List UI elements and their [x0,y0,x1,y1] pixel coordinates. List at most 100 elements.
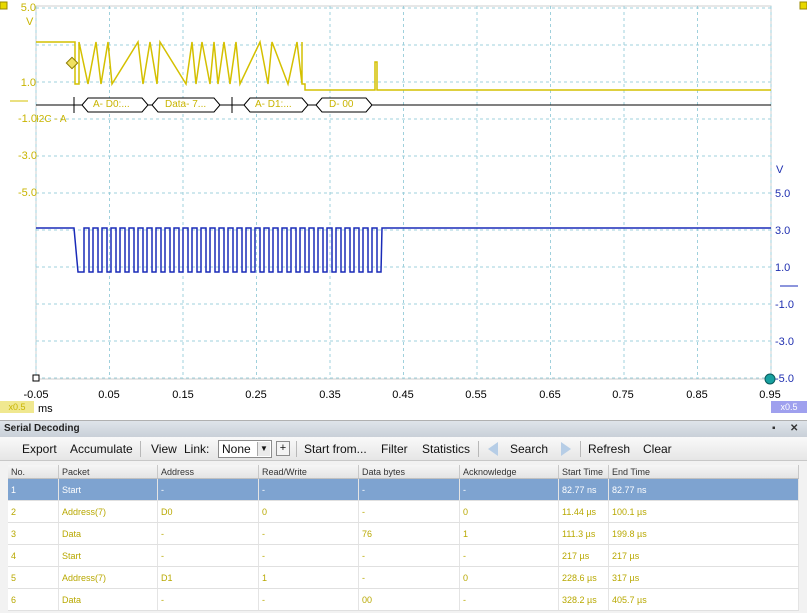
accumulate-button[interactable]: Accumulate [70,442,133,456]
decode-packet-box [315,97,373,113]
close-icon[interactable]: ✕ [790,423,799,434]
x-tick: -0.05 [23,389,49,401]
table-cell: - [460,479,559,500]
table-row[interactable]: 6 Data - -00-328.2 µs 405.7 µs [8,589,799,611]
table-cell: - [158,545,259,566]
table-header: No. Packet Address Read/Write Data bytes… [8,465,799,479]
column-header[interactable]: Data bytes [359,465,460,478]
table-cell: 1 [259,567,359,588]
table-cell: Address(7) [59,567,158,588]
column-header[interactable]: No. [8,465,59,478]
table-cell: 111.3 µs [559,523,609,544]
channel-b-tick: -1.0 [775,299,794,311]
decode-packet-box [243,97,309,113]
panel-title: Serial Decoding [4,423,80,434]
table-cell: - [259,523,359,544]
table-row[interactable]: 5 Address(7) D1 1-0 228.6 µs 317 µs [8,567,799,589]
x-tick: 0.95 [759,389,781,401]
channel-a-unit: V [26,16,34,28]
view-button[interactable]: View [151,442,177,456]
table-row[interactable]: 1 Start - - - -82.77 ns 82.77 ns [8,479,799,501]
decode-packet-box [151,97,221,113]
search-previous-icon[interactable] [488,442,498,456]
search-button[interactable]: Search [510,442,549,456]
oscilloscope-view[interactable]: V 5.0 1.0 -1.0 -3.0 -5.0 V 5.0 3.0 1.0 -… [0,0,807,418]
x-tick: 0.25 [245,389,267,401]
table-cell: - [359,479,460,500]
add-link-button[interactable]: + [276,441,290,456]
table-cell: 0 [460,501,559,522]
chevron-down-icon[interactable]: ▼ [257,442,270,456]
x-unit: ms [38,403,53,415]
table-row[interactable]: 2 Address(7) D0 0-0 11.44 µs 100.1 µs [8,501,799,523]
column-header[interactable]: Address [158,465,259,478]
channel-b-tick: 1.0 [775,262,791,274]
decode-packet-box [81,97,149,113]
decode-packet-label[interactable]: A- D1:... [255,99,292,110]
table-cell: 405.7 µs [609,589,799,610]
serial-decoding-panel: Serial Decoding ▪ ✕ Export Accumulate Vi… [0,420,807,613]
column-header[interactable]: End Time [609,465,799,478]
export-button[interactable]: Export [22,442,57,456]
column-header[interactable]: Acknowledge [460,465,559,478]
column-header[interactable]: Read/Write [259,465,359,478]
column-header[interactable]: Start Time [559,465,609,478]
table-row[interactable]: 3 Data - -76 1 111.3 µs 199.8 µs [8,523,799,545]
search-next-icon[interactable] [561,442,571,456]
table-cell: - [158,523,259,544]
x-axis-start-marker [32,374,40,382]
trigger-marker-icon [764,373,776,385]
statistics-button[interactable]: Statistics [422,442,471,456]
table-cell: D0 [158,501,259,522]
x-tick: 0.75 [612,389,634,401]
refresh-button[interactable]: Refresh [588,442,631,456]
table-cell: Start [59,479,158,500]
table-cell: 76 [359,523,460,544]
table-cell: - [259,589,359,610]
x-tick: 0.55 [465,389,487,401]
channel-a-marker-icon [0,1,8,10]
x-tick: 0.15 [172,389,194,401]
channel-a-tick: 5.0 [20,2,36,14]
decode-packet-label[interactable]: A- D0:... [93,99,130,110]
channel-b-waveform [36,227,771,273]
channel-a-waveform [36,39,771,91]
table-cell: 199.8 µs [609,523,799,544]
pin-icon[interactable]: ▪ [772,423,776,434]
table-cell: 0 [259,501,359,522]
table-cell: - [359,545,460,566]
decode-channel-label: I2C - A [36,114,67,125]
panel-title-bar: Serial Decoding ▪ ✕ [0,421,807,437]
toolbar-divider [140,441,141,457]
x-tick: 0.65 [539,389,561,401]
toolbar-divider [296,441,297,457]
link-select[interactable]: None ▼ [218,440,272,458]
table-cell: 82.77 ns [609,479,799,500]
table-body: 1 Start - - - -82.77 ns 82.77 ns 2 Address(7) D0 0… [8,479,799,611]
clear-button[interactable]: Clear [643,442,672,456]
channel-b-zoom-badge[interactable]: x0.5 [771,401,807,413]
channel-b-unit: V [776,164,784,176]
filter-button[interactable]: Filter [381,442,408,456]
link-select-value: None [222,442,251,456]
column-header[interactable]: Packet [59,465,158,478]
table-row[interactable]: 4 Start - - - -217 µs 217 µs [8,545,799,567]
channel-a-zoom-badge[interactable]: x0.5 [0,401,34,413]
table-cell: - [359,501,460,522]
table-cell: - [259,479,359,500]
channel-b-tick: 5.0 [775,188,791,200]
table-cell: - [460,545,559,566]
x-tick: 0.45 [392,389,414,401]
decode-packet-label[interactable]: D- 00 [329,99,354,110]
toolbar-divider [478,441,479,457]
waveform-plot[interactable] [0,0,807,418]
start-from-button[interactable]: Start from... [304,442,367,456]
table-cell: Data [59,523,158,544]
table-cell: 82.77 ns [559,479,609,500]
trigger-point-icon [65,56,79,70]
table-cell: 4 [8,545,59,566]
channel-a-tick: 1.0 [20,77,36,89]
decode-packet-label[interactable]: Data- 7... [165,99,207,110]
table-cell: 1 [8,479,59,500]
table-cell: D1 [158,567,259,588]
